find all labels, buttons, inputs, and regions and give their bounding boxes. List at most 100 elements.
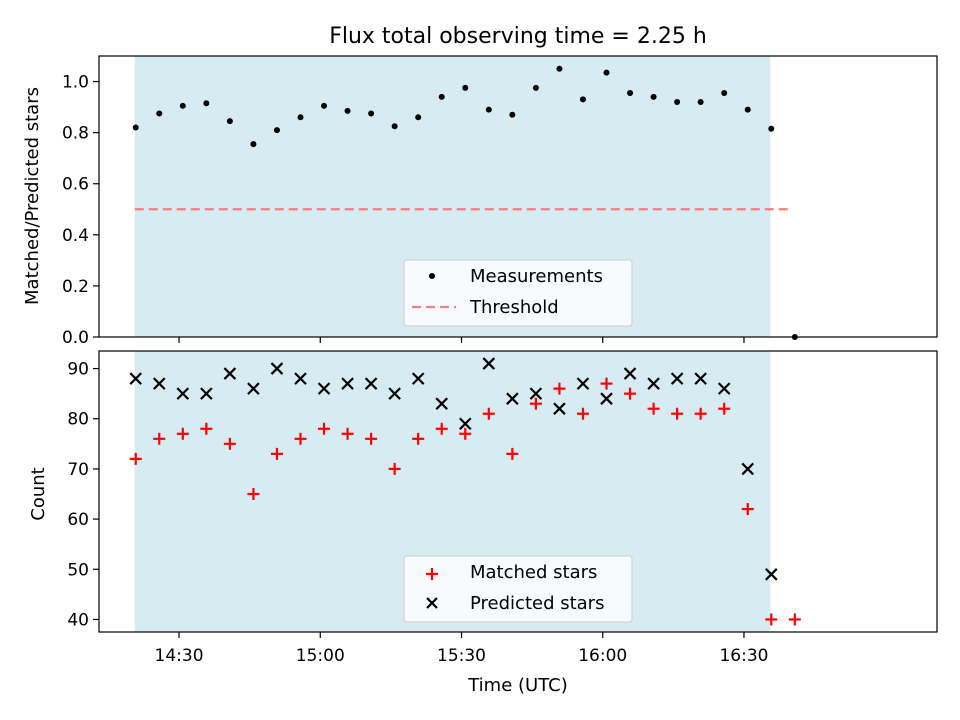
- bottom-y-tick-label: 90: [67, 360, 89, 380]
- measurement-point: [156, 110, 163, 117]
- predicted-star-point: [341, 377, 354, 390]
- measurement-point: [273, 127, 280, 134]
- predicted-star-point: [200, 387, 213, 400]
- measurement-point: [250, 141, 257, 148]
- matched-star-point: [765, 613, 778, 626]
- measurement-point: [721, 90, 728, 97]
- matched-star-point: [600, 377, 613, 390]
- measurement-point: [697, 98, 704, 105]
- predicted-star-point: [435, 397, 449, 410]
- top-y-tick-label: 0.4: [62, 226, 89, 246]
- measurement-point: [344, 107, 351, 114]
- matched-star-point: [459, 427, 472, 440]
- matched-star-point: [553, 382, 566, 395]
- measurement-point: [556, 65, 563, 72]
- legend-predicted-label: Predicted stars: [470, 593, 604, 614]
- matched-star-point: [576, 407, 589, 420]
- measurement-point: [321, 102, 328, 109]
- predicted-star-point: [176, 387, 190, 400]
- bottom-axes-frame: [98, 350, 938, 633]
- measurement-point: [674, 98, 681, 105]
- bottom-y-tick-label: 50: [67, 560, 89, 580]
- legend-matched-marker: [426, 568, 438, 580]
- matched-star-point: [671, 407, 684, 420]
- predicted-star-point: [152, 377, 166, 390]
- predicted-star-point: [623, 367, 637, 380]
- predicted-star-point: [247, 382, 260, 395]
- bottom-y-axis-label: Count: [28, 467, 49, 520]
- measurement-point: [532, 84, 539, 91]
- predicted-star-point: [270, 362, 284, 375]
- predicted-star-point: [317, 382, 331, 395]
- top-y-tick-label: 0.8: [62, 124, 89, 144]
- predicted-star-point: [553, 402, 566, 415]
- matched-star-point: [741, 503, 754, 516]
- top-y-tick-label: 1.0: [62, 73, 89, 93]
- bottom-panel: 40 50 60 70 80 90 14:30 15:00 15:30 16:00 16:30 C…: [28, 350, 938, 696]
- top-y-tick-label: 0.6: [62, 175, 89, 195]
- matched-star-point: [694, 407, 707, 420]
- matched-star-point: [718, 402, 731, 415]
- x-tick-label: 15:00: [296, 646, 345, 666]
- predicted-star-point: [600, 392, 613, 405]
- predicted-star-point: [223, 367, 237, 380]
- matched-star-point: [388, 462, 401, 475]
- x-axis-label: Time (UTC): [467, 675, 568, 696]
- predicted-star-point: [647, 377, 660, 390]
- top-panel: 0.0 0.2 0.4 0.6 0.8 1.0 Matched/Predicted sta…: [22, 55, 938, 348]
- predicted-star-point: [741, 462, 755, 476]
- measurement-point: [485, 106, 492, 113]
- measurement-point: [226, 118, 233, 125]
- matched-star-point: [200, 422, 213, 435]
- legend-predicted-marker: [426, 597, 438, 609]
- matched-star-point: [529, 397, 542, 410]
- measurement-point: [391, 123, 398, 130]
- measurement-point: [415, 114, 422, 121]
- measurement-point: [297, 114, 304, 121]
- predicted-star-point: [529, 387, 543, 400]
- top-y-axis-label: Matched/Predicted stars: [22, 87, 43, 305]
- predicted-star-point: [364, 377, 378, 390]
- x-tick-label: 14:30: [155, 646, 204, 666]
- x-tick-label: 15:30: [437, 646, 486, 666]
- measurement-point: [438, 93, 445, 100]
- matched-star-point: [435, 422, 448, 435]
- measurement-point: [509, 111, 516, 118]
- matched-star-point: [247, 488, 260, 501]
- matched-star-point: [788, 613, 801, 626]
- chart-title: Flux total observing time = 2.25 h: [329, 24, 707, 49]
- predicted-star-point: [694, 372, 707, 385]
- predicted-star-point: [717, 382, 731, 395]
- top-y-tick-label: 0.2: [62, 277, 89, 297]
- measurement-point: [462, 84, 469, 91]
- bottom-y-tick-label: 70: [67, 460, 89, 480]
- predicted-star-point: [458, 417, 472, 431]
- matched-star-point: [176, 427, 189, 440]
- top-axes-frame: [98, 55, 938, 338]
- predicted-star-point: [506, 392, 519, 405]
- matched-star-point: [341, 427, 354, 440]
- predicted-star-point: [576, 377, 590, 390]
- predicted-star-point: [129, 372, 142, 385]
- matched-star-point: [318, 422, 331, 435]
- predicted-star-point: [411, 372, 425, 385]
- legend-threshold-label: Threshold: [469, 297, 559, 318]
- matched-star-point: [153, 432, 166, 445]
- top-legend: Measurements Threshold: [403, 259, 633, 327]
- bottom-y-tick-label: 60: [67, 510, 89, 530]
- x-tick-label: 16:00: [578, 646, 627, 666]
- predicted-star-point: [294, 372, 307, 385]
- measurement-point: [368, 110, 375, 117]
- predicted-star-point: [388, 387, 401, 400]
- matched-star-point: [647, 402, 660, 415]
- measurement-point: [579, 96, 586, 103]
- bottom-y-tick-label: 80: [67, 410, 89, 430]
- matched-star-point: [270, 447, 283, 460]
- measurement-point: [132, 124, 139, 131]
- top-legend-box: [403, 259, 633, 327]
- legend-matched-label: Matched stars: [470, 562, 597, 583]
- matched-star-point: [294, 432, 307, 445]
- measurement-point: [203, 100, 210, 107]
- matched-star-point: [129, 452, 142, 465]
